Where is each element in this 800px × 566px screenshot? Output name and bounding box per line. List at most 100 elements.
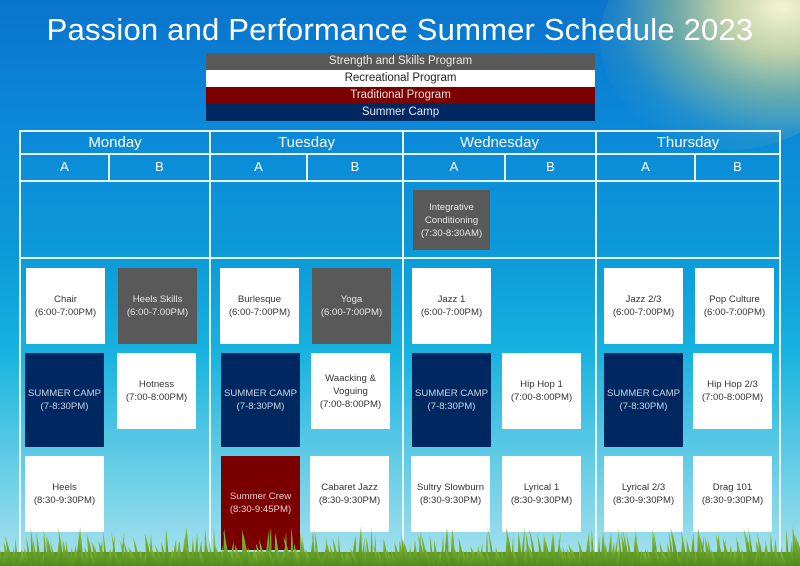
class-card-summer-camp-monday[interactable]: SUMMER CAMP (7-8:30PM) (25, 353, 104, 447)
class-name: Jazz 1 (437, 294, 466, 305)
day-header-tuesday: Tuesday (278, 134, 335, 151)
col-header-monday-b: B (155, 159, 164, 174)
class-card-integrative-conditioning[interactable]: Integrative Conditioning (7:30-8:30AM) (413, 190, 490, 250)
class-name: SUMMER CAMP (27, 388, 102, 399)
col-header-thursday-b: B (733, 159, 742, 174)
class-name: Drag 101 (712, 482, 753, 493)
col-header-tuesday-a: A (254, 159, 263, 174)
class-card-waacking-voguing[interactable]: Waacking & Voguing (7:00-8:00PM) (311, 353, 390, 429)
legend-traditional: Traditional Program (206, 87, 595, 104)
grid-line (694, 154, 696, 181)
class-card-cabaret-jazz[interactable]: Cabaret Jazz (8:30-9:30PM) (310, 456, 389, 532)
class-card-summer-crew[interactable]: Summer Crew (8:30-9:45PM) (221, 456, 300, 550)
class-name: Lyrical 2/3 (621, 482, 666, 493)
class-time: (7-8:30PM) (40, 401, 89, 412)
class-time: (7-8:30PM) (619, 401, 668, 412)
day-header-monday: Monday (88, 134, 142, 151)
class-card-jazz-1[interactable]: Jazz 1 (6:00-7:00PM) (412, 268, 491, 344)
class-name: Yoga (340, 294, 363, 305)
class-name: Cabaret Jazz (321, 482, 378, 493)
class-name: SUMMER CAMP (606, 388, 681, 399)
grid-line (19, 130, 21, 566)
class-time: (6:00-7:00PM) (703, 307, 766, 318)
class-name: Integrative Conditioning (424, 201, 479, 226)
class-time: (8:30-9:30PM) (612, 495, 675, 506)
class-name: Heels (52, 482, 77, 493)
class-time: (6:00-7:00PM) (320, 307, 383, 318)
col-header-wednesday-a: A (449, 159, 459, 174)
class-name: Hip Hop 2/3 (707, 379, 758, 390)
class-name: Summer Crew (229, 491, 292, 502)
class-time: (8:30-9:30PM) (318, 495, 381, 506)
class-time: (8:30-9:30PM) (33, 495, 96, 506)
class-card-lyrical-1[interactable]: Lyrical 1 (8:30-9:30PM) (502, 456, 581, 532)
class-card-burlesque[interactable]: Burlesque (6:00-7:00PM) (220, 268, 299, 344)
grid-line (504, 154, 506, 181)
class-card-hip-hop-2-3[interactable]: Hip Hop 2/3 (7:00-8:00PM) (693, 353, 772, 429)
class-time: (6:00-7:00PM) (126, 307, 189, 318)
class-name: SUMMER CAMP (414, 388, 489, 399)
grid-line (19, 257, 781, 259)
schedule-grid: Monday Tuesday Wednesday Thursday A B A … (19, 130, 781, 566)
class-name: Hip Hop 1 (520, 379, 563, 390)
class-name: Sultry Slowburn (416, 482, 485, 493)
class-time: (8:30-9:30PM) (510, 495, 573, 506)
legend-summer-camp: Summer Camp (206, 104, 595, 121)
class-name: Hotness (138, 379, 175, 390)
class-time: (7:30-8:30AM) (420, 227, 483, 239)
class-card-summer-camp-thursday[interactable]: SUMMER CAMP (7-8:30PM) (604, 353, 683, 447)
class-name: Lyrical 1 (523, 482, 560, 493)
class-name: SUMMER CAMP (223, 388, 298, 399)
class-card-chair[interactable]: Chair (6:00-7:00PM) (26, 268, 105, 344)
grid-line (306, 154, 308, 181)
grid-line (19, 153, 781, 155)
col-header-wednesday-b: B (546, 159, 555, 174)
grid-line (108, 154, 110, 181)
class-time: (6:00-7:00PM) (420, 307, 483, 318)
class-time: (7:00-8:00PM) (510, 392, 573, 403)
class-name: Burlesque (237, 294, 282, 305)
class-card-drag-101[interactable]: Drag 101 (8:30-9:30PM) (693, 456, 772, 532)
class-card-summer-camp-wednesday[interactable]: SUMMER CAMP (7-8:30PM) (412, 353, 491, 447)
class-time: (6:00-7:00PM) (612, 307, 675, 318)
class-time: (7:00-8:00PM) (125, 392, 188, 403)
legend-recreational: Recreational Program (206, 70, 595, 87)
grid-line (402, 130, 404, 566)
class-time: (7-8:30PM) (236, 401, 285, 412)
grid-line (779, 130, 781, 566)
class-card-jazz-2-3[interactable]: Jazz 2/3 (6:00-7:00PM) (604, 268, 683, 344)
class-time: (7:00-8:00PM) (319, 398, 382, 410)
class-card-lyrical-2-3[interactable]: Lyrical 2/3 (8:30-9:30PM) (604, 456, 683, 532)
grid-line (19, 180, 781, 182)
class-card-pop-culture[interactable]: Pop Culture (6:00-7:00PM) (695, 268, 774, 344)
day-header-wednesday: Wednesday (460, 134, 539, 151)
class-card-heels[interactable]: Heels (8:30-9:30PM) (25, 456, 104, 532)
class-time: (6:00-7:00PM) (228, 307, 291, 318)
class-time: (7:00-8:00PM) (701, 392, 764, 403)
class-time: (6:00-7:00PM) (34, 307, 97, 318)
col-header-monday-a: A (60, 159, 69, 174)
grid-line (595, 130, 597, 566)
class-time: (7-8:30PM) (427, 401, 476, 412)
col-header-thursday-a: A (641, 159, 650, 174)
class-card-heels-skills[interactable]: Heels Skills (6:00-7:00PM) (118, 268, 197, 344)
col-header-tuesday-b: B (350, 159, 360, 174)
class-card-summer-camp-tuesday[interactable]: SUMMER CAMP (7-8:30PM) (221, 353, 300, 447)
class-name: Pop Culture (709, 294, 760, 305)
page-title: Passion and Performance Summer Schedule … (46, 12, 754, 47)
class-card-hip-hop-1[interactable]: Hip Hop 1 (7:00-8:00PM) (502, 353, 581, 429)
class-time: (8:30-9:30PM) (419, 495, 482, 506)
class-card-hotness[interactable]: Hotness (7:00-8:00PM) (117, 353, 196, 429)
class-name: Chair (54, 294, 77, 305)
class-name: Heels Skills (132, 294, 183, 305)
class-card-yoga[interactable]: Yoga (6:00-7:00PM) (312, 268, 391, 344)
class-name: Jazz 2/3 (625, 294, 662, 305)
day-header-thursday: Thursday (656, 134, 720, 151)
class-time: (8:30-9:30PM) (701, 495, 764, 506)
class-card-sultry-slowburn[interactable]: Sultry Slowburn (8:30-9:30PM) (411, 456, 490, 532)
legend-strength: Strength and Skills Program (206, 53, 595, 70)
class-time: (8:30-9:45PM) (229, 504, 292, 515)
program-legend: Strength and Skills Program Recreational… (206, 53, 595, 121)
class-name: Waacking & Voguing (325, 372, 376, 397)
grid-line (19, 130, 781, 132)
